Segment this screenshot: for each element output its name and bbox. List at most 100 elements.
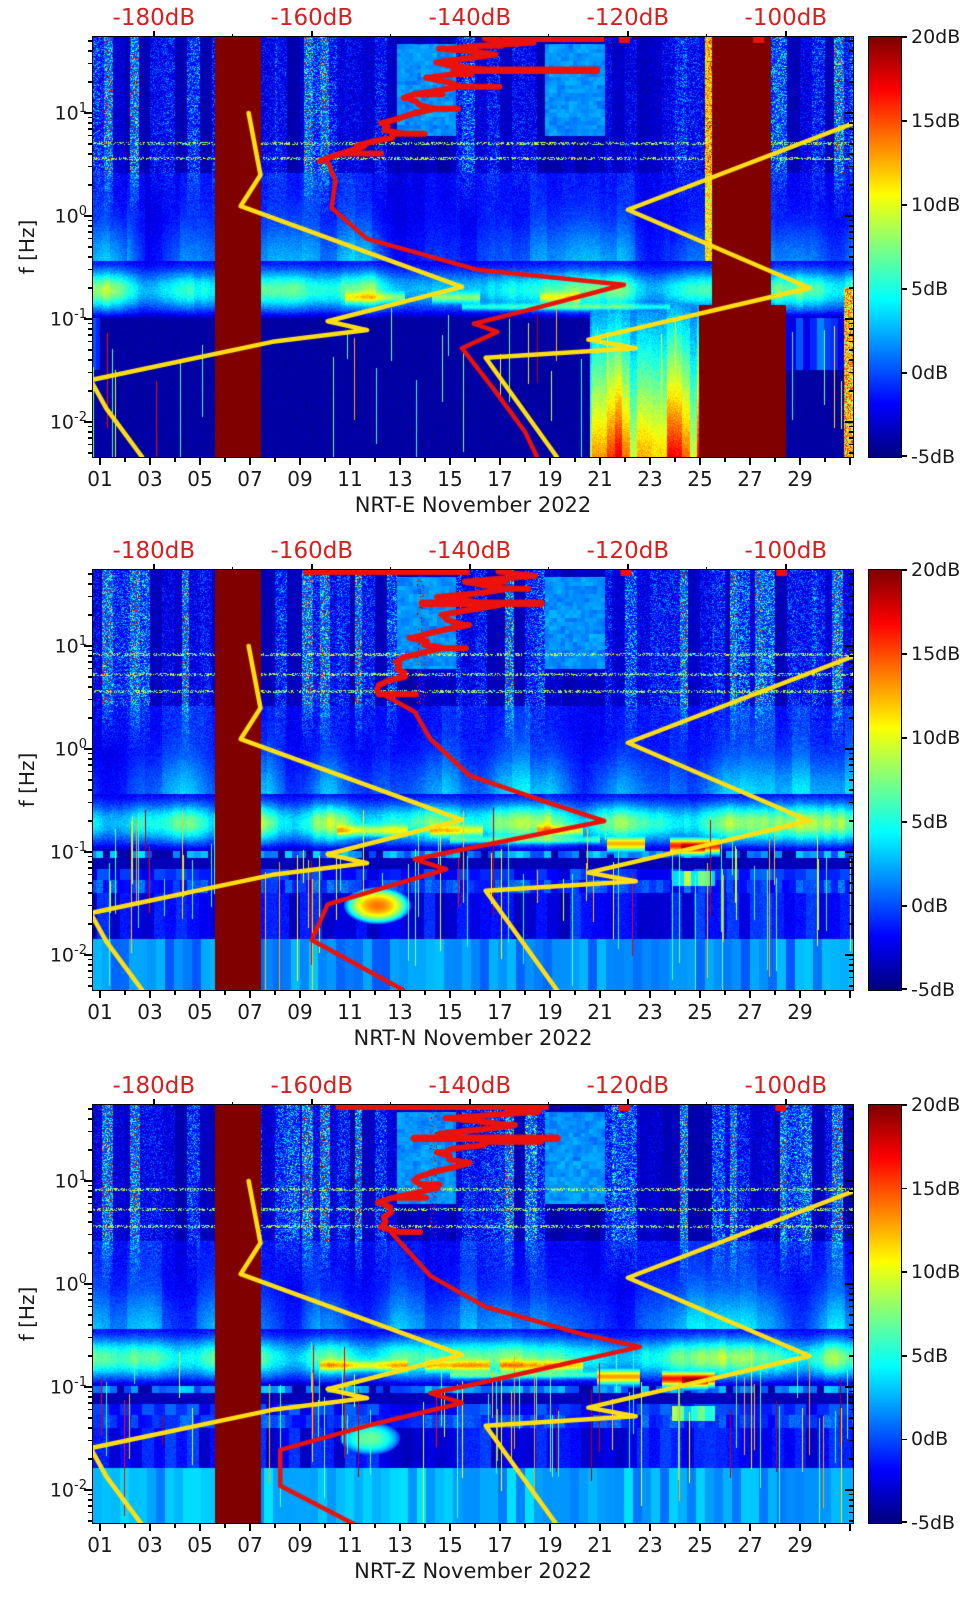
y-minor-tick-right [848,1252,853,1254]
y-minor-tick-right [848,1293,853,1295]
y-minor-tick [88,1324,93,1326]
top-axis-label: -120dB [586,538,670,564]
x-minor-tick [324,1523,326,1528]
y-minor-tick-right [848,50,853,52]
y-minor-tick-right [848,614,853,616]
top-axis-major-tick [311,564,313,570]
y-minor-tick [88,867,93,869]
x-minor-tick [474,457,476,462]
y-minor-tick [88,238,93,240]
y-minor-tick-right [848,334,853,336]
y-major-tick [84,318,92,320]
y-minor-tick [88,323,93,325]
y-minor-tick [88,431,93,433]
y-minor-tick [88,1505,93,1507]
y-minor-tick [88,334,93,336]
y-major-tick-right [845,954,853,956]
x-major-tick [799,457,801,465]
y-minor-tick-right [848,676,853,678]
x-major-tick [799,990,801,998]
x-minor-tick [824,990,826,995]
top-axis-minor-tick [390,33,392,37]
x-major-tick [149,990,151,998]
x-tick-label: 15 [437,1533,463,1557]
y-major-tick-right [845,1283,853,1285]
y-minor-tick-right [848,977,853,979]
x-major-tick [649,990,651,998]
y-major-tick [84,1489,92,1491]
y-minor-tick-right [848,1391,853,1393]
y-minor-tick [88,359,93,361]
spectrogram-panel-nrt-n: NRT-N November 2022 f [Hz] 101 100 10-1 10-… [15,538,960,1050]
y-minor-tick [88,1299,93,1301]
top-axis-label: -180dB [112,538,196,564]
y-major-tick [84,1283,92,1285]
plot-title: NRT-E November 2022 [354,493,592,517]
y-minor-tick-right [848,1505,853,1507]
top-axis-major-tick [785,564,787,570]
x-tick-label: 09 [287,1533,313,1557]
y-minor-tick-right [848,1108,853,1110]
colorbar-tick [901,455,907,457]
x-major-tick [699,457,701,465]
top-axis-label: -140dB [428,538,512,564]
y-minor-tick-right [848,238,853,240]
y-minor-tick [88,964,93,966]
x-minor-tick [174,457,176,462]
y-minor-tick-right [848,1185,853,1187]
x-tick-label: 29 [787,1000,813,1024]
y-minor-tick-right [848,1512,853,1514]
x-minor-tick [724,1523,726,1528]
x-tick-label: 21 [587,1533,613,1557]
x-minor-tick [724,990,726,995]
y-minor-tick [88,573,93,575]
colorbar-canvas [868,35,902,458]
x-tick-label: 05 [187,1000,213,1024]
y-minor-tick [88,959,93,961]
y-minor-tick-right [848,959,853,961]
colorbar-tick [901,36,907,38]
y-minor-tick [88,802,93,804]
top-axis-major-tick [153,31,155,37]
y-minor-tick-right [848,573,853,575]
top-axis-minor-tick [548,33,550,37]
y-minor-tick [88,128,93,130]
y-minor-tick [88,390,93,392]
y-minor-tick [88,699,93,701]
x-major-tick [499,1523,501,1531]
colorbar-tick [901,1355,907,1357]
x-tick-label: 19 [537,467,563,491]
y-minor-tick [88,861,93,863]
colorbar-tick-label: 20dB [911,559,961,581]
y-minor-tick-right [848,1409,853,1411]
colorbar-tick-label: 15dB [911,110,961,132]
y-minor-tick-right [848,1458,853,1460]
y-minor-tick [88,269,93,271]
y-tick-label: 10-1 [49,1374,87,1399]
top-axis-major-tick [311,31,313,37]
x-major-tick [299,990,301,998]
colorbar-tick-label: 10dB [911,727,961,749]
y-minor-tick [88,856,93,858]
y-tick-label: 10-2 [49,409,87,434]
y-major-tick [84,112,92,114]
x-tick-label: 21 [587,1000,613,1024]
x-major-tick [149,457,151,465]
colorbar-tick [901,120,907,122]
x-major-tick [299,457,301,465]
y-minor-tick-right [848,1355,853,1357]
x-tick-label: 11 [337,467,363,491]
y-minor-tick-right [848,1149,853,1151]
y-major-tick [84,954,92,956]
x-tick-label: 23 [637,1533,663,1557]
y-minor-tick [88,779,93,781]
y-minor-tick [88,328,93,330]
y-minor-tick [88,905,93,907]
x-major-tick [549,457,551,465]
colorbar-tick-label: 0dB [911,362,949,384]
y-major-tick-right [845,112,853,114]
x-tick-label: 05 [187,1533,213,1557]
y-minor-tick-right [848,753,853,755]
x-major-tick [349,457,351,465]
